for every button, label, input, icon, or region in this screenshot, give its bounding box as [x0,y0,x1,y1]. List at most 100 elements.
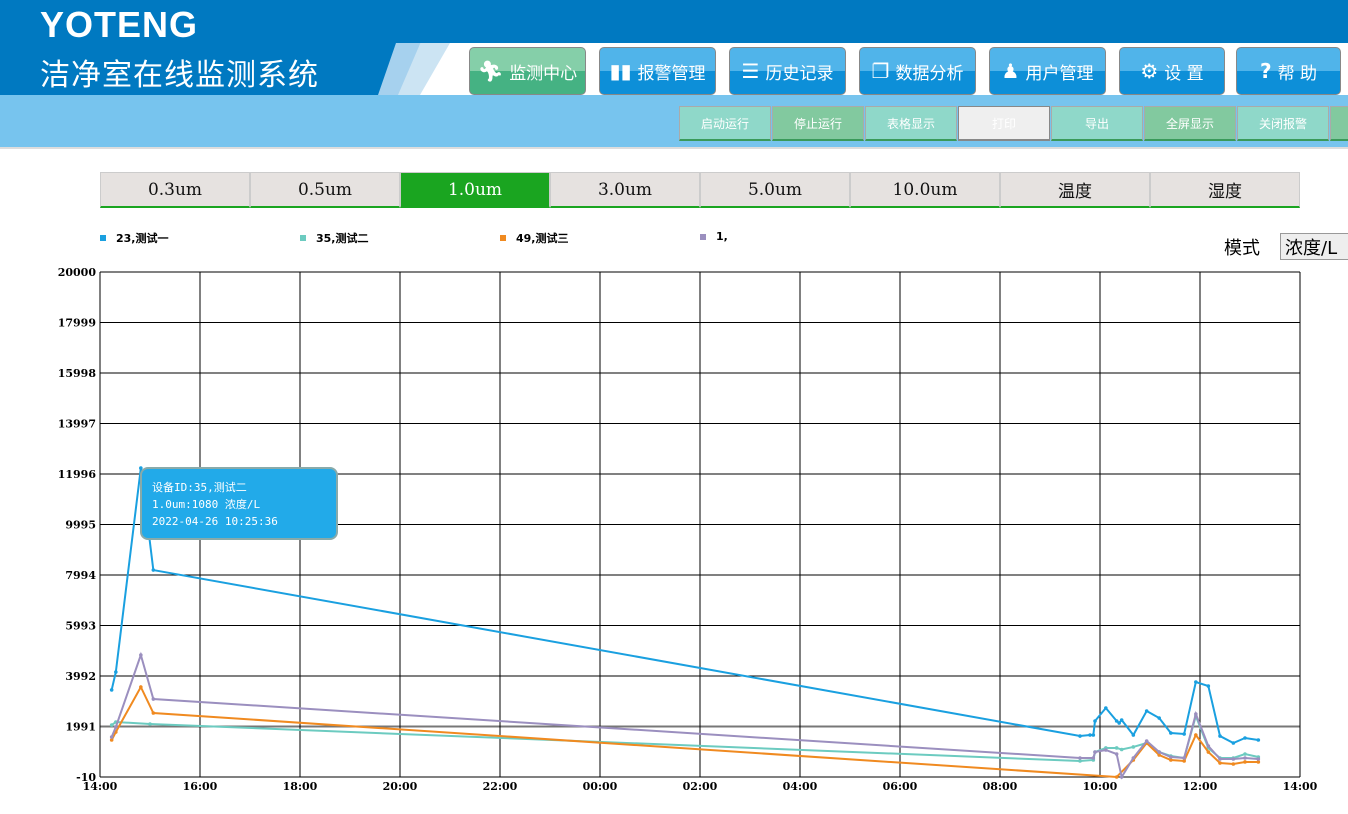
toolbar-button-5[interactable]: 全屏显示 [1144,106,1236,141]
data-point[interactable] [1231,741,1236,745]
data-point[interactable] [1182,732,1186,736]
nav-button-3[interactable]: ❐ 数据分析 [859,47,976,95]
data-point[interactable] [114,670,118,674]
data-point[interactable] [1256,757,1261,761]
x-tick-label: 16:00 [183,780,218,793]
data-point[interactable] [151,697,156,701]
toolbar-button-0[interactable]: 启动运行 [679,106,771,141]
data-point[interactable] [1131,745,1136,749]
data-point[interactable] [1131,733,1136,737]
data-point[interactable] [1078,759,1082,763]
data-point[interactable] [1256,738,1261,742]
nav-button-5[interactable]: ⚙ 设 置 [1119,47,1225,95]
data-point[interactable] [139,653,143,657]
data-point[interactable] [1104,748,1108,752]
data-point[interactable] [109,735,114,739]
series-line-3 [110,651,1259,780]
data-point[interactable] [1091,733,1096,737]
data-point[interactable] [1144,709,1149,713]
nav-button-4[interactable]: ♟ 用户管理 [989,47,1106,95]
tab-1[interactable]: 0.5um [250,172,400,208]
data-point[interactable] [1182,756,1186,760]
x-tick-label: 00:00 [583,780,618,793]
data-point[interactable] [1182,759,1186,763]
data-point[interactable] [109,688,114,692]
y-tick-label: 9995 [65,519,96,532]
data-point[interactable] [1119,718,1124,722]
data-point[interactable] [151,568,156,572]
data-point[interactable] [1078,756,1082,760]
data-point[interactable] [1243,756,1247,760]
data-point[interactable] [1157,716,1161,720]
tab-6[interactable]: 温度 [1000,172,1150,208]
data-point[interactable] [1117,721,1121,725]
data-point[interactable] [1231,762,1236,766]
toolbar-button-1[interactable]: 停止运行 [772,106,864,141]
data-point[interactable] [1119,775,1124,779]
data-point[interactable] [1114,752,1119,756]
nav-button-0[interactable]: 🏃︎ 监测中心 [469,47,586,95]
data-point[interactable] [1194,712,1198,716]
data-point[interactable] [1104,706,1108,710]
tab-3[interactable]: 3.0um [550,172,700,208]
toolbar-button-3[interactable]: 打印 [958,106,1050,141]
data-point[interactable] [1194,733,1198,737]
data-point[interactable] [1206,744,1211,748]
data-point[interactable] [1093,750,1097,754]
data-point[interactable] [1157,750,1161,754]
data-point[interactable] [1206,684,1211,688]
data-point[interactable] [1218,761,1222,765]
data-point[interactable] [151,711,156,715]
data-point[interactable] [1243,752,1247,756]
nav-label: 报警管理 [637,63,706,84]
document-icon: ☰ [741,59,760,83]
toolbar-button-2[interactable]: 表格显示 [865,106,957,141]
legend-item[interactable]: 1, [700,230,728,243]
data-point[interactable] [1119,747,1124,752]
data-point[interactable] [1114,746,1119,750]
nav-button-6[interactable]: ? 帮 助 [1236,47,1341,95]
tab-5[interactable]: 10.0um [850,172,1000,208]
toolbar-button-6[interactable]: 关闭报警 [1237,106,1329,141]
data-point[interactable] [1218,757,1222,761]
mode-select[interactable]: 浓度/L [1280,233,1348,260]
toolbar-button-4[interactable]: 导出 [1051,106,1143,141]
toolbar-button-overflow[interactable] [1330,106,1348,141]
nav-button-2[interactable]: ☰ 历史记录 [729,47,846,95]
data-point[interactable] [1169,755,1173,759]
brand-logo: YOTENG [40,4,199,45]
data-point[interactable] [1231,757,1236,761]
data-point[interactable] [114,725,118,729]
tab-0[interactable]: 0.3um [100,172,250,208]
data-point[interactable] [1078,734,1082,738]
data-point[interactable] [1206,750,1211,754]
data-point[interactable] [1091,756,1096,760]
data-point[interactable] [1114,719,1119,723]
data-point[interactable] [1243,760,1247,764]
data-point[interactable] [139,685,143,689]
data-point[interactable] [1131,756,1136,760]
data-point[interactable] [1169,731,1173,735]
data-point[interactable] [1194,680,1198,684]
data-point[interactable] [1169,758,1173,762]
legend-item[interactable]: 35,测试二 [300,230,369,246]
data-point[interactable] [1144,739,1149,743]
data-point[interactable] [109,738,114,742]
data-point[interactable] [1114,775,1119,779]
legend-item[interactable]: 49,测试三 [500,230,569,246]
tab-2[interactable]: 1.0um [400,172,550,208]
data-point[interactable] [109,723,114,727]
tab-7[interactable]: 湿度 [1150,172,1300,208]
question-icon: ? [1259,59,1272,83]
data-point[interactable] [1088,733,1092,737]
tab-4[interactable]: 5.0um [700,172,850,208]
data-point[interactable] [148,722,152,726]
data-point[interactable] [1243,736,1247,740]
legend-item[interactable]: 23,测试一 [100,230,169,246]
data-point[interactable] [1256,760,1261,764]
data-point[interactable] [1157,753,1161,757]
data-point[interactable] [1218,734,1222,738]
x-tick-label: 14:00 [83,780,118,793]
data-point[interactable] [1093,719,1097,723]
nav-button-1[interactable]: ▮▮ 报警管理 [599,47,716,95]
